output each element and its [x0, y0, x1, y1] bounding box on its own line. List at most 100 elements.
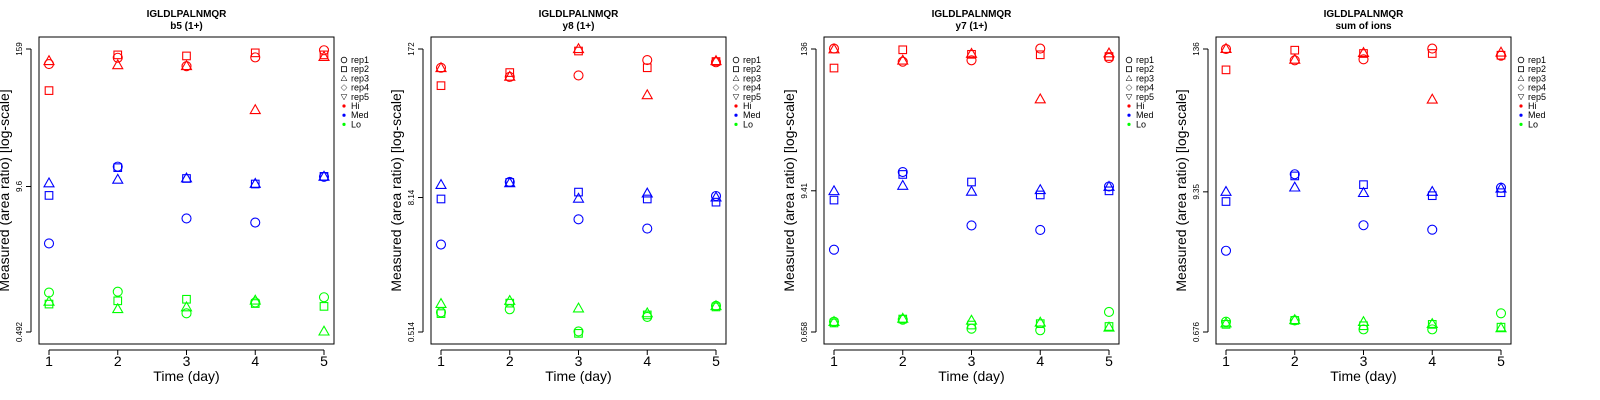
y-tick-label: 9.41 [800, 182, 809, 198]
data-point-med-rep3 [1495, 182, 1507, 193]
data-point-med-rep3 [641, 187, 654, 198]
data-point-med-rep2 [436, 194, 446, 204]
x-tick-label: 3 [968, 353, 976, 369]
data-point-hi-rep3 [1426, 93, 1439, 104]
data-point-lo-rep1 [1495, 308, 1507, 319]
legend-marker-rep5 [732, 94, 740, 101]
x-tick-label: 3 [575, 353, 583, 369]
chart-title: IGLDLPALNMQR [932, 9, 1013, 20]
legend-marker-rep5 [340, 94, 348, 101]
x-tick-label: 2 [899, 353, 907, 369]
data-point-hi-rep2 [898, 45, 908, 55]
data-point-hi-rep2 [1035, 50, 1045, 60]
data-point-lo-rep3 [43, 295, 55, 306]
data-point-med-rep3 [828, 184, 840, 196]
data-point-hi-rep3 [1103, 46, 1115, 58]
data-point-hi-rep1 [642, 55, 653, 66]
x-tick-label: 5 [320, 353, 328, 369]
legend-label: rep4 [743, 83, 761, 93]
legend-marker-rep1 [340, 56, 348, 64]
legend-label: Lo [743, 119, 753, 129]
legend-dot-hi [1127, 104, 1131, 108]
x-axis-label: Time (day) [1330, 368, 1396, 384]
legend-label: rep2 [1528, 64, 1546, 74]
data-point-lo-rep3 [828, 315, 840, 326]
legend-label: rep3 [351, 73, 369, 83]
y-axis-label: Measured (area ratio) [log-scale] [388, 89, 404, 291]
data-point-med-rep1 [1427, 224, 1438, 235]
data-point-med-rep1 [828, 244, 840, 255]
data-point-hi-rep3 [965, 47, 978, 58]
data-point-lo-rep1 [504, 304, 515, 315]
x-tick-label: 5 [1105, 353, 1113, 369]
data-point-hi-rep1 [1035, 43, 1046, 54]
data-point-lo-rep3 [965, 314, 978, 325]
data-point-hi-rep2 [1290, 45, 1300, 55]
data-point-hi-rep1 [318, 45, 330, 56]
data-point-med-rep3 [1034, 183, 1047, 195]
data-point-med-rep2 [829, 195, 839, 205]
legend-marker-rep4 [1517, 84, 1525, 91]
data-point-lo-rep3 [641, 306, 654, 318]
x-tick-label: 2 [506, 353, 514, 369]
data-point-med-rep1 [1035, 224, 1046, 235]
data-point-med-rep3 [111, 173, 124, 184]
data-point-med-rep3 [1288, 181, 1301, 192]
data-point-hi-rep3 [1288, 53, 1301, 64]
legend-label: rep4 [1528, 83, 1546, 93]
data-point-hi-rep2 [182, 51, 191, 61]
x-axis-label: Time (day) [153, 368, 219, 384]
data-point-hi-rep2 [1221, 65, 1231, 75]
data-point-med-rep2 [1290, 171, 1300, 181]
legend-marker-rep1 [1125, 56, 1133, 64]
legend-marker-rep2 [341, 66, 347, 73]
chart-subtitle: b5 (1+) [170, 21, 203, 32]
legend-marker-rep4 [340, 84, 348, 91]
plot-frame [430, 36, 727, 345]
data-point-med-rep1 [966, 220, 977, 231]
data-point-med-rep3 [710, 191, 722, 202]
y-tick-label: 9.35 [1192, 184, 1201, 200]
data-point-med-rep1 [1289, 169, 1300, 180]
legend-dot-hi [1519, 104, 1523, 108]
data-point-hi-rep3 [896, 54, 909, 65]
y-tick-label: 0.514 [407, 321, 416, 342]
data-point-hi-rep1 [250, 52, 261, 63]
legend-dot-med [342, 113, 346, 117]
data-point-hi-rep3 [111, 58, 124, 70]
data-point-med-rep1 [1358, 220, 1369, 231]
data-point-hi-rep1 [897, 56, 908, 67]
data-point-hi-rep3 [828, 42, 840, 54]
legend-label: rep3 [743, 73, 761, 83]
x-tick-label: 5 [712, 353, 720, 369]
legend-label: rep2 [351, 64, 369, 74]
x-tick-label: 4 [1428, 353, 1436, 369]
data-point-lo-rep3 [1495, 321, 1507, 333]
data-point-med-rep3 [318, 170, 330, 181]
legend-marker-rep4 [1125, 84, 1133, 91]
data-point-lo-rep1 [1358, 324, 1369, 335]
data-point-med-rep2 [44, 191, 54, 200]
legend-label: rep4 [351, 83, 369, 93]
chart-subtitle: y7 (1+) [956, 21, 988, 32]
legend-label: Lo [351, 119, 361, 129]
data-point-lo-rep3 [249, 294, 262, 305]
data-point-lo-rep1 [573, 326, 584, 337]
data-point-med-rep2 [642, 194, 652, 204]
x-tick-label: 1 [1222, 353, 1230, 369]
data-point-lo-rep2 [250, 299, 260, 308]
data-point-med-rep3 [435, 178, 447, 190]
x-tick-label: 1 [830, 353, 838, 369]
y-tick-label: 159 [15, 42, 24, 56]
data-point-lo-rep3 [180, 300, 193, 312]
data-point-hi-rep3 [641, 88, 654, 100]
data-point-lo-rep1 [1427, 324, 1438, 335]
legend-marker-rep3 [732, 74, 740, 81]
data-point-lo-rep3 [710, 299, 722, 311]
legend-marker-rep5 [1125, 94, 1133, 101]
data-point-med-rep2 [1496, 188, 1506, 198]
x-tick-label: 1 [45, 353, 53, 369]
data-point-med-rep2 [711, 197, 721, 207]
